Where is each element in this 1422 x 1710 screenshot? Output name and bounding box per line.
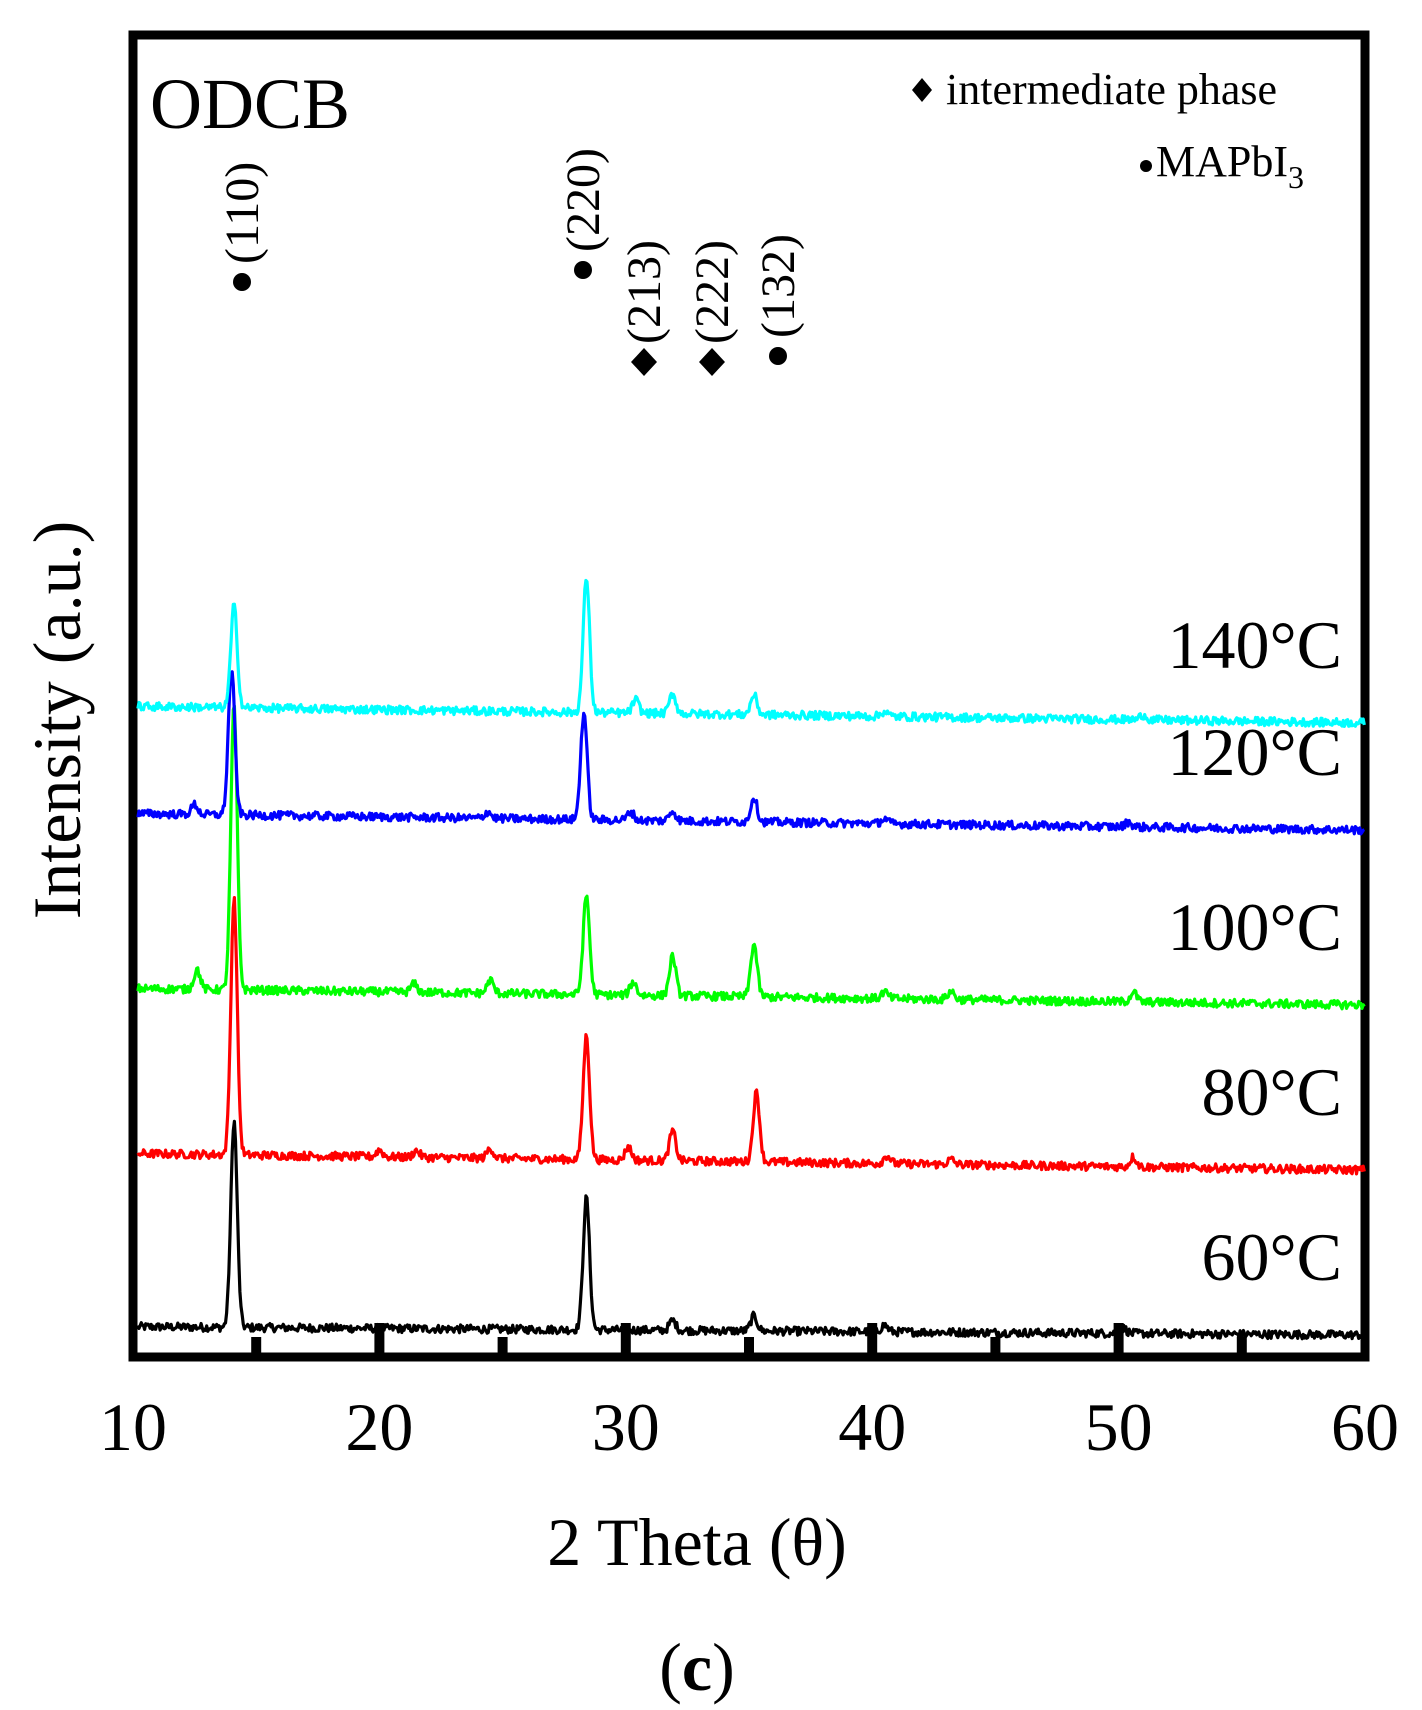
peak-marker-circle-110	[233, 273, 251, 291]
x-tick-label-10: 10	[99, 1389, 167, 1465]
peak-marker-circle-132	[769, 347, 787, 365]
series-label-100c: 100°C	[1167, 889, 1342, 965]
chart-title: ODCB	[150, 64, 350, 144]
legend-diamond-marker	[912, 78, 932, 102]
x-tick-label-30: 30	[592, 1389, 660, 1465]
legend-circle-marker	[1140, 160, 1152, 172]
peak-label-222: (222)	[686, 240, 739, 344]
x-tick-label-50: 50	[1085, 1389, 1153, 1465]
x-tick-label-40: 40	[838, 1389, 906, 1465]
peak-label-132: (132)	[752, 234, 805, 338]
peak-label-220: (220)	[557, 148, 610, 252]
peak-label-213: (213)	[618, 240, 671, 344]
series-label-140c: 140°C	[1167, 607, 1342, 683]
y-axis-label: Intensity (a.u.)	[19, 521, 95, 919]
legend-label-mapbi3: MAPbI3	[1156, 137, 1304, 195]
x-tick-label-20: 20	[345, 1389, 413, 1465]
series-label-60c: 60°C	[1201, 1219, 1342, 1295]
series-line-100c	[136, 704, 1366, 1011]
series-line-80c	[136, 895, 1366, 1176]
panel-label: (c)	[659, 1629, 735, 1705]
peak-marker-diamond-222	[699, 348, 725, 376]
tick-group: 10 20 30 40 50 60	[99, 1323, 1399, 1465]
series-label-80c: 80°C	[1201, 1054, 1342, 1130]
x-tick-label-60: 60	[1331, 1389, 1399, 1465]
peak-marker-circle-220	[574, 261, 592, 279]
peak-marker-diamond-213	[631, 348, 657, 376]
legend: intermediate phase MAPbI3	[912, 65, 1304, 195]
legend-label-intermediate: intermediate phase	[946, 65, 1277, 114]
series-line-120c	[136, 670, 1366, 836]
series-line-140c	[136, 578, 1366, 729]
series-line-60c	[136, 1119, 1366, 1341]
peak-label-110: (110)	[216, 162, 269, 264]
annotation-group: (110) (220)(213) (222) (132)	[216, 148, 805, 376]
x-axis-label: 2 Theta (θ)	[547, 1504, 846, 1580]
